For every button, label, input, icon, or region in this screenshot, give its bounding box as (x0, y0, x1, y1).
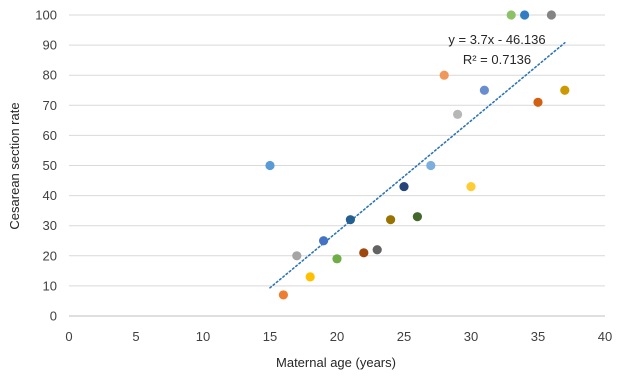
x-tick-label: 10 (196, 329, 210, 344)
y-tick-label: 80 (43, 68, 57, 83)
data-point (520, 10, 530, 20)
x-tick-label: 35 (531, 329, 545, 344)
data-points (265, 10, 570, 300)
x-tick-label: 40 (598, 329, 612, 344)
x-tick-label: 15 (263, 329, 277, 344)
data-point (359, 248, 369, 258)
data-point (399, 181, 409, 192)
y-tick-label: 100 (35, 8, 57, 23)
data-point (533, 97, 543, 107)
y-tick-label: 30 (43, 218, 57, 233)
y-axis-title: Cesarean section rate (7, 102, 22, 229)
data-point (453, 109, 463, 119)
trendline-r-squared: R² = 0.7136 (463, 52, 531, 67)
x-tick-label: 30 (464, 329, 478, 344)
data-point (426, 160, 436, 171)
data-point (265, 160, 275, 171)
data-point (439, 70, 449, 80)
trendline-group (269, 42, 566, 289)
data-point (506, 10, 516, 20)
data-point (319, 236, 329, 246)
tick-labels: 0 10 20 30 40 50 60 70 80 90 100 0 5 10 15 20 25 30 35 40 (35, 8, 612, 345)
trendline-equation: y = 3.7x - 46.136 (448, 32, 545, 47)
data-point (560, 85, 570, 95)
data-point (546, 10, 557, 20)
y-tick-label: 40 (43, 188, 57, 203)
trendline (269, 42, 566, 289)
data-point (305, 272, 315, 282)
data-point (386, 215, 396, 225)
y-tick-label: 0 (50, 309, 57, 324)
x-axis-title: Maternal age (years) (276, 355, 396, 370)
x-tick-label: 5 (132, 329, 139, 344)
y-tick-label: 10 (43, 278, 57, 293)
y-tick-label: 20 (43, 248, 57, 263)
data-point (479, 85, 489, 95)
data-point (345, 215, 355, 225)
data-point (332, 254, 342, 264)
data-point (292, 251, 302, 261)
data-point (466, 181, 476, 192)
x-tick-label: 25 (397, 329, 411, 344)
data-point (372, 245, 382, 255)
y-tick-label: 60 (43, 128, 57, 143)
data-point (278, 290, 288, 300)
data-point (412, 212, 422, 222)
x-tick-label: 20 (330, 329, 344, 344)
y-tick-label: 50 (43, 158, 57, 173)
y-tick-label: 90 (43, 38, 57, 53)
y-tick-label: 70 (43, 98, 57, 113)
x-tick-label: 0 (65, 329, 72, 344)
